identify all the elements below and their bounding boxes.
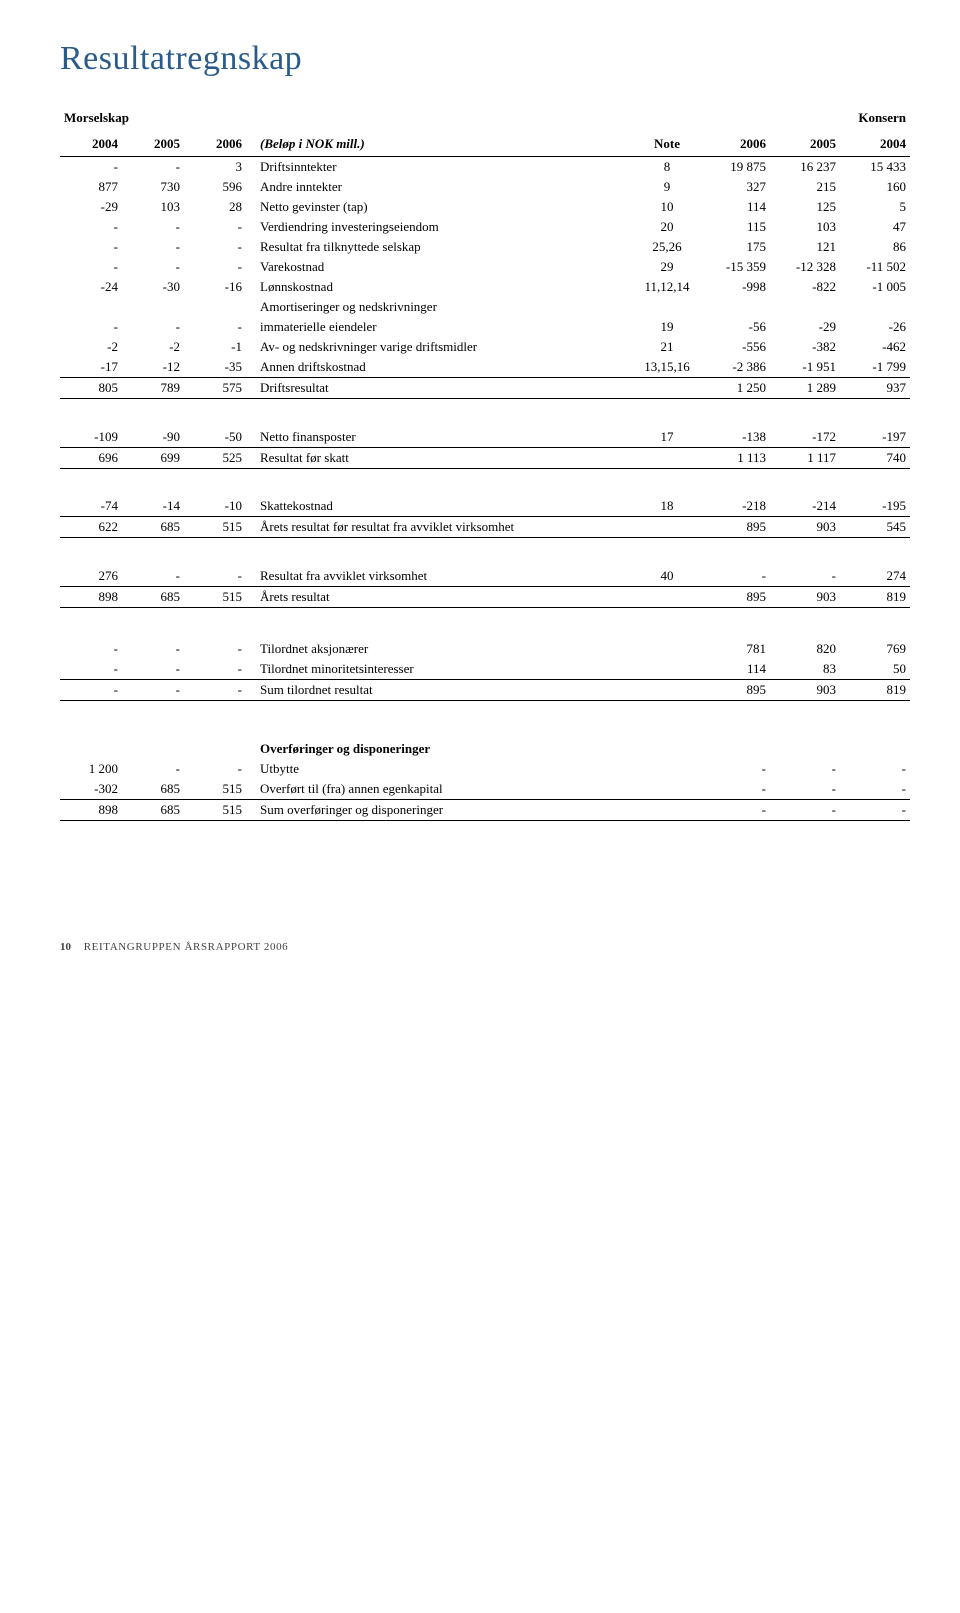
table-row: -2-2-1Av- og nedskrivninger varige drift… bbox=[60, 337, 910, 357]
table-row: ---immaterielle eiendeler19-56-29-26 bbox=[60, 317, 910, 337]
table-row: ---Resultat fra tilknyttede selskap25,26… bbox=[60, 237, 910, 257]
col-left-2004: 2004 bbox=[60, 134, 122, 157]
table-row: 898685515Årets resultat895903819 bbox=[60, 586, 910, 607]
table-row: -109-90-50Netto finansposter17-138-172-1… bbox=[60, 427, 910, 448]
table-row: --3Driftsinntekter819 87516 23715 433 bbox=[60, 157, 910, 178]
footer: 10 Reitangruppen Årsrapport 2006 bbox=[60, 941, 910, 953]
col-right-2004: 2004 bbox=[840, 134, 910, 157]
note-header: Note bbox=[634, 134, 700, 157]
table-row: -74-14-10Skattekostnad18-218-214-195 bbox=[60, 496, 910, 517]
konsern-header: Konsern bbox=[700, 108, 910, 130]
table-row: 1 200--Utbytte--- bbox=[60, 759, 910, 779]
col-right-2006: 2006 bbox=[700, 134, 770, 157]
table-row: 622685515Årets resultat før resultat fra… bbox=[60, 517, 910, 538]
table-row: -2910328Netto gevinster (tap)101141255 bbox=[60, 197, 910, 217]
table-row: 898685515Sum overføringer og disponering… bbox=[60, 799, 910, 820]
section-title: Overføringer og disponeringer bbox=[246, 733, 910, 759]
table-row: Amortiseringer og nedskrivninger bbox=[60, 297, 910, 317]
table-row: ---Sum tilordnet resultat895903819 bbox=[60, 680, 910, 701]
units-label: (Beløp i NOK mill.) bbox=[246, 134, 634, 157]
col-left-2005: 2005 bbox=[122, 134, 184, 157]
morselskap-header: Morselskap bbox=[60, 108, 246, 130]
table-row: -302685515Overført til (fra) annen egenk… bbox=[60, 779, 910, 800]
income-statement-table: MorselskapKonsern200420052006(Beløp i NO… bbox=[60, 108, 910, 821]
table-row: ---Verdiendring investeringseiendom20115… bbox=[60, 217, 910, 237]
table-row: ---Tilordnet minoritetsinteresser1148350 bbox=[60, 659, 910, 680]
table-row: -17-12-35Annen driftskostnad13,15,16-2 3… bbox=[60, 357, 910, 378]
col-right-2005: 2005 bbox=[770, 134, 840, 157]
page-title: Resultatregnskap bbox=[60, 40, 910, 78]
page-number: 10 bbox=[60, 941, 71, 953]
table-row: ---Tilordnet aksjonærer781820769 bbox=[60, 639, 910, 659]
table-row: 805789575Driftsresultat1 2501 289937 bbox=[60, 378, 910, 399]
table-row: 696699525Resultat før skatt1 1131 117740 bbox=[60, 447, 910, 468]
table-row: -24-30-16Lønnskostnad11,12,14-998-822-1 … bbox=[60, 277, 910, 297]
footer-text: Reitangruppen Årsrapport 2006 bbox=[84, 941, 289, 953]
table-row: ---Varekostnad29-15 359-12 328-11 502 bbox=[60, 257, 910, 277]
table-row: 877730596Andre inntekter9327215160 bbox=[60, 177, 910, 197]
table-row: 276--Resultat fra avviklet virksomhet40-… bbox=[60, 566, 910, 587]
col-left-2006: 2006 bbox=[184, 134, 246, 157]
